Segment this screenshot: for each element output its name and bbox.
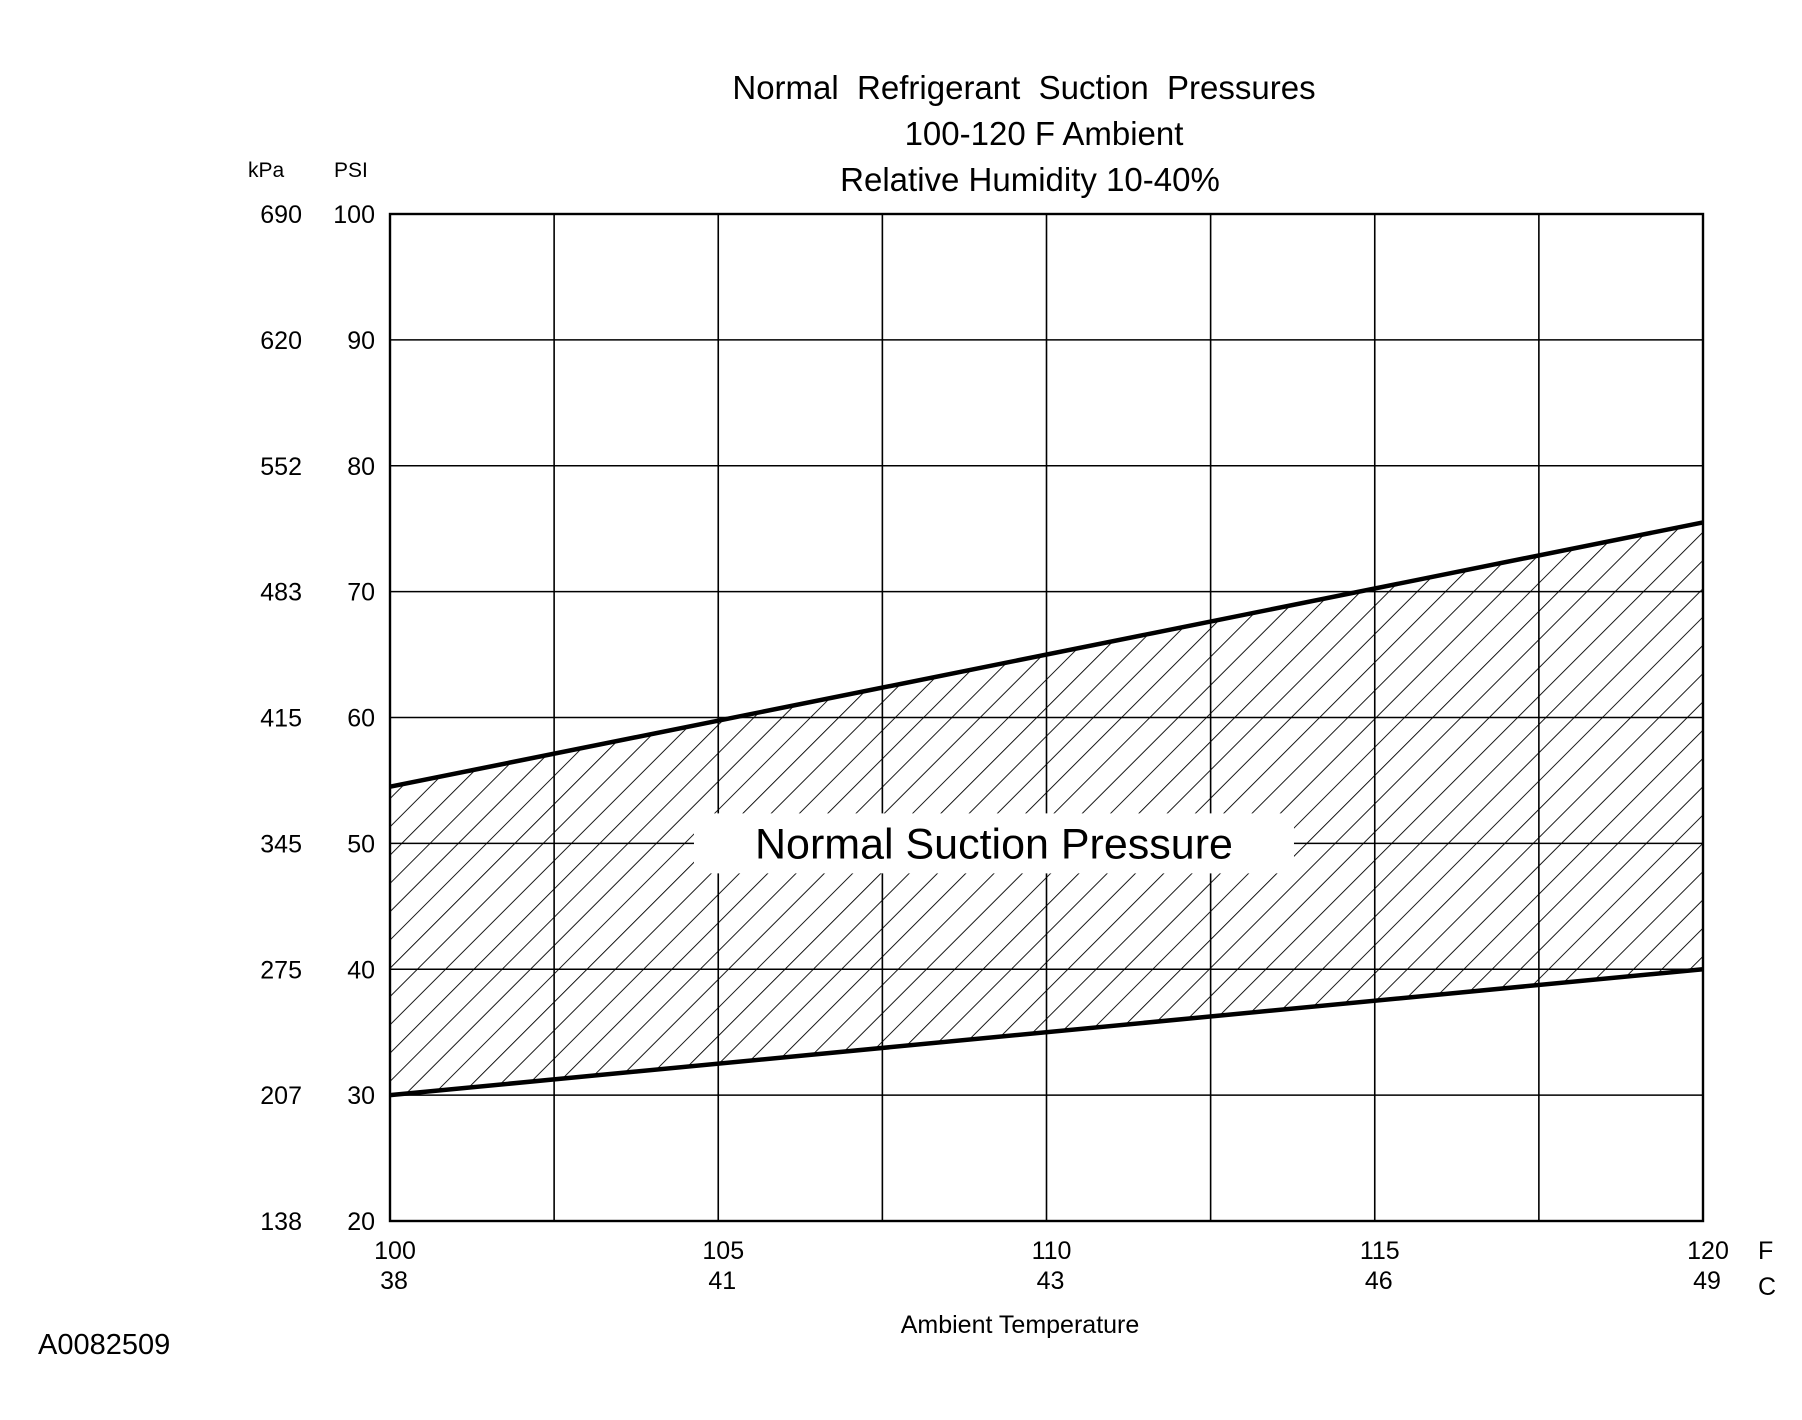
x-tick-label-f: 110 <box>1032 1237 1072 1265</box>
x-tick-label-f: 115 <box>1360 1237 1400 1265</box>
y-tick-label-psi: 30 <box>347 1082 375 1110</box>
band-label-background <box>693 813 1294 874</box>
x-tick-label-f: 120 <box>1687 1237 1729 1265</box>
y-tick-label-psi: 70 <box>347 579 375 607</box>
upper-boundary-line <box>389 520 1704 789</box>
x-axis-label: Ambient Temperature <box>901 1311 1140 1339</box>
x-tick-label-c: 49 <box>1693 1267 1721 1295</box>
lower-boundary-line <box>389 967 1704 1098</box>
chart-title-line-2: 100-120 F Ambient <box>905 115 1184 152</box>
band-label: Normal Suction Pressure <box>755 820 1233 868</box>
x-unit-f: F <box>1758 1237 1773 1265</box>
x-unit-c: C <box>1758 1273 1776 1301</box>
y-unit-kpa: kPa <box>248 159 285 182</box>
y-tick-label-kpa: 275 <box>260 956 302 984</box>
y-tick-label-kpa: 483 <box>260 579 302 607</box>
y-tick-label-kpa: 345 <box>260 830 302 858</box>
x-tick-label-c: 38 <box>380 1267 408 1295</box>
chart-title-line-3: Relative Humidity 10-40% <box>840 161 1220 198</box>
y-tick-label-psi: 60 <box>347 705 375 733</box>
y-tick-label-kpa: 415 <box>260 705 302 733</box>
y-tick-label-psi: 100 <box>333 201 375 229</box>
figure-id: A0082509 <box>38 1329 170 1361</box>
y-tick-label-kpa: 552 <box>260 453 302 481</box>
y-unit-psi: PSI <box>334 159 368 182</box>
plot-frame <box>388 212 1705 1223</box>
y-tick-label-kpa: 207 <box>260 1082 302 1110</box>
x-tick-label-c: 46 <box>1365 1267 1393 1295</box>
y-tick-label-kpa: 138 <box>260 1208 302 1236</box>
y-tick-label-psi: 40 <box>347 956 375 984</box>
x-tick-label-c: 41 <box>708 1267 736 1295</box>
y-tick-label-psi: 80 <box>347 453 375 481</box>
boundary-line-layer <box>389 520 1704 1098</box>
y-tick-label-kpa: 690 <box>260 201 302 229</box>
chart-title-line-1: Normal Refrigerant Suction Pressures <box>732 69 1315 106</box>
x-tick-label-f: 105 <box>702 1237 744 1265</box>
y-tick-label-psi: 20 <box>347 1208 375 1236</box>
y-tick-label-kpa: 620 <box>260 327 302 355</box>
y-tick-label-psi: 50 <box>347 830 375 858</box>
x-tick-label-f: 100 <box>374 1237 416 1265</box>
y-tick-label-psi: 90 <box>347 327 375 355</box>
x-tick-label-c: 43 <box>1037 1267 1065 1295</box>
y-tick-labels: 100 690 90 620 80 552 70 483 60 415 50 345 40 275 30 20… <box>260 201 375 1236</box>
